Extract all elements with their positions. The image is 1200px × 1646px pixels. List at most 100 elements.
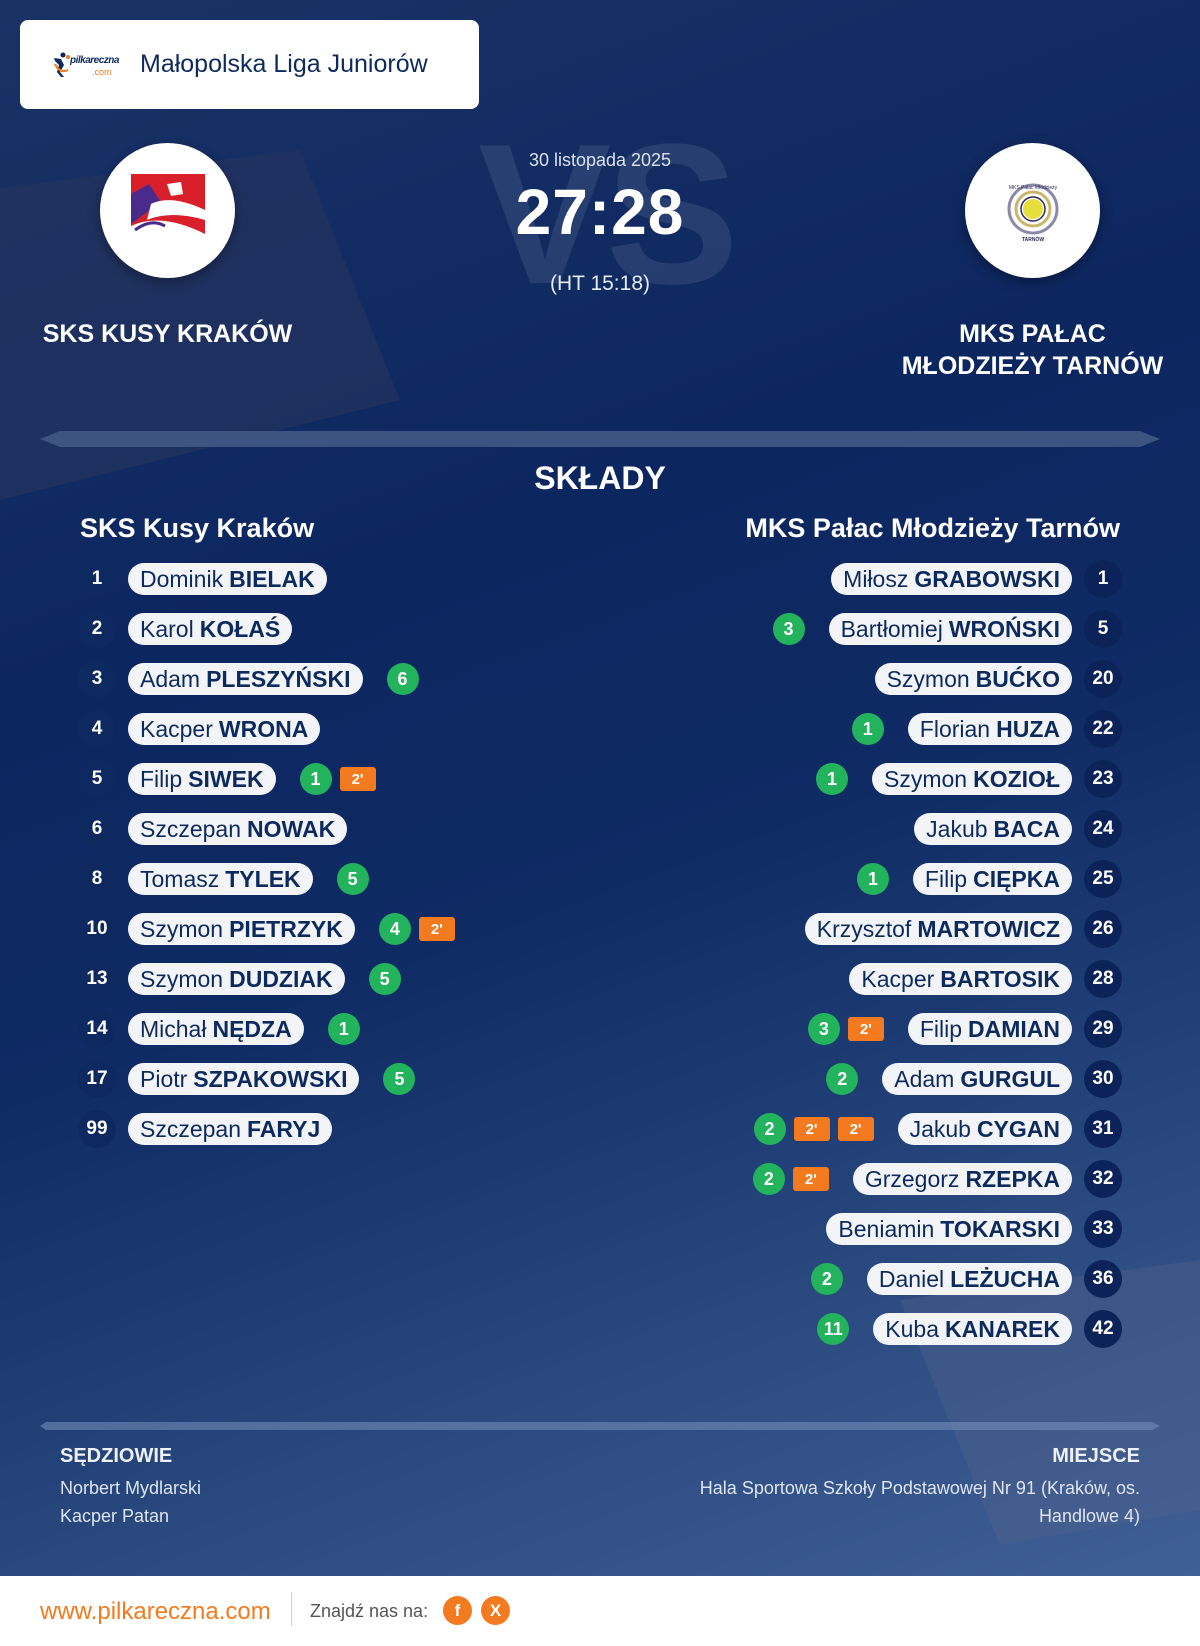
player-first-name: Tomasz [140,865,220,892]
player-name-pill: Filip DAMIAN [907,1013,1072,1045]
player-stats: 1 [816,763,849,795]
player-first-name: Dominik [140,565,224,592]
player-row: 10 Szymon PIETRZYK 4 2' [78,904,455,954]
player-row: 24 Jakub BACA [753,804,1122,854]
footer: www.pilkareczna.com Znajdź nas na: f X [0,1576,1200,1646]
halftime-score: (HT 15:18) [550,272,650,295]
player-row: 23 Szymon KOZIOŁ 1 [753,754,1122,804]
section-divider [40,431,1160,447]
player-number: 1 [78,560,116,598]
player-number: 8 [78,860,116,898]
player-last-name: KOŁAŚ [199,615,281,642]
player-number: 5 [1084,610,1122,648]
player-number: 14 [78,1010,116,1048]
lineups-title: SKŁADY [534,460,666,496]
player-last-name: NĘDZA [212,1015,292,1042]
info-divider [40,1422,1160,1430]
match-score: 27:28 [515,176,685,248]
player-first-name: Kuba [885,1315,939,1342]
player-name-pill: Szymon PIETRZYK [128,913,355,945]
home-team-name: SKS KUSY KRAKÓW [42,320,293,348]
away-team-name: MKS PAŁAC MŁODZIEŻY TARNÓW [880,318,1185,382]
player-number: 23 [1084,760,1122,798]
player-stats: 4 2' [378,913,455,945]
player-name-pill: Dominik BIELAK [128,563,327,595]
player-name-pill: Daniel LEŻUCHA [866,1263,1072,1295]
vs-watermark: VS [478,103,739,326]
goals-badge: 4 [378,913,411,945]
player-number: 99 [78,1110,116,1148]
player-row: 5 Filip SIWEK 1 2' [78,754,455,804]
player-last-name: MARTOWICZ [917,915,1060,942]
player-name-pill: Krzysztof MARTOWICZ [804,913,1072,945]
player-row: 13 Szymon DUDZIAK 5 [78,954,455,1004]
player-stats: 1 [327,1013,360,1045]
player-first-name: Florian [919,715,991,742]
player-first-name: Szczepan [140,1115,242,1142]
player-first-name: Miłosz [843,565,909,592]
player-last-name: TYLEK [225,865,301,892]
venue-text: Hala Sportowa Szkoły Podstawowej Nr 91 (… [699,1478,1140,1526]
player-last-name: NOWAK [247,815,336,842]
player-stats: 11 [817,1313,850,1345]
player-last-name: BARTOSIK [940,965,1060,992]
player-name-pill: Kacper BARTOSIK [849,963,1072,995]
player-first-name: Szczepan [140,815,242,842]
player-name-pill: Miłosz GRABOWSKI [831,563,1072,595]
player-row: 28 Kacper BARTOSIK [753,954,1122,1004]
player-first-name: Jakub [926,815,988,842]
player-number: 36 [1084,1260,1122,1298]
player-row: 1 Miłosz GRABOWSKI [753,554,1122,604]
match-date: 30 listopada 2025 [528,150,672,170]
player-last-name: WROŃSKI [948,615,1060,642]
referees-list: Norbert Mydlarski Kacper Patan [60,1474,201,1530]
goals-badge: 2 [752,1163,785,1195]
player-row: 1 Dominik BIELAK [78,554,455,604]
goals-badge: 11 [817,1313,850,1345]
player-last-name: CIĘPKA [973,865,1060,892]
player-row: 14 Michał NĘDZA 1 [78,1004,455,1054]
player-first-name: Kacper [140,715,213,742]
website-link[interactable]: www.pilkareczna.com [40,1598,271,1625]
home-roster-title: SKS Kusy Kraków [80,513,315,543]
referees-title: SĘDZIOWIE [60,1445,173,1467]
player-first-name: Szymon [140,915,224,942]
player-number: 24 [1084,810,1122,848]
player-first-name: Jakub [909,1115,971,1142]
player-name-pill: Kacper WRONA [128,713,321,745]
x-icon[interactable]: X [481,1596,510,1625]
player-last-name: RZEPKA [965,1165,1060,1192]
pilkareczna-logo: pilkareczna .com [50,50,122,80]
player-row: 25 Filip CIĘPKA 1 [753,854,1122,904]
player-number: 20 [1084,660,1122,698]
player-last-name: BUĆKO [975,665,1060,692]
player-stats: 1 2' [299,763,376,795]
handball-player-icon [54,52,70,77]
player-number: 42 [1084,1310,1122,1348]
player-first-name: Szymon [140,965,224,992]
player-last-name: SIWEK [188,765,264,792]
away-team-name-line1: MKS PAŁAC [959,320,1106,348]
goals-badge: 5 [383,1063,416,1095]
facebook-icon[interactable]: f [443,1596,472,1625]
player-last-name: DUDZIAK [229,965,333,992]
player-name-pill: Szymon BUĆKO [874,663,1072,695]
goals-badge: 1 [856,863,889,895]
palac-crest-icon: MKS Pałac Młodzieży TARNÓW [1007,183,1058,243]
player-name-pill: Florian HUZA [907,713,1072,745]
player-last-name: KOZIOŁ [973,765,1060,792]
player-last-name: HUZA [996,715,1060,742]
player-last-name: GURGUL [960,1065,1060,1092]
league-header: pilkareczna .com Małopolska Liga Junioró… [20,20,479,109]
player-name-pill: Filip SIWEK [128,763,276,795]
footer-separator [291,1592,292,1626]
kusy-crest-icon [130,173,205,248]
player-first-name: Karol [140,615,194,642]
player-first-name: Filip [919,1015,962,1042]
suspension-badge: 2' [847,1017,884,1041]
player-last-name: PIETRZYK [229,915,343,942]
player-row: 5 Bartłomiej WROŃSKI 3 [753,604,1122,654]
player-last-name: FARYJ [247,1115,321,1142]
player-row: 33 Beniamin TOKARSKI [753,1204,1122,1254]
player-number: 2 [78,610,116,648]
